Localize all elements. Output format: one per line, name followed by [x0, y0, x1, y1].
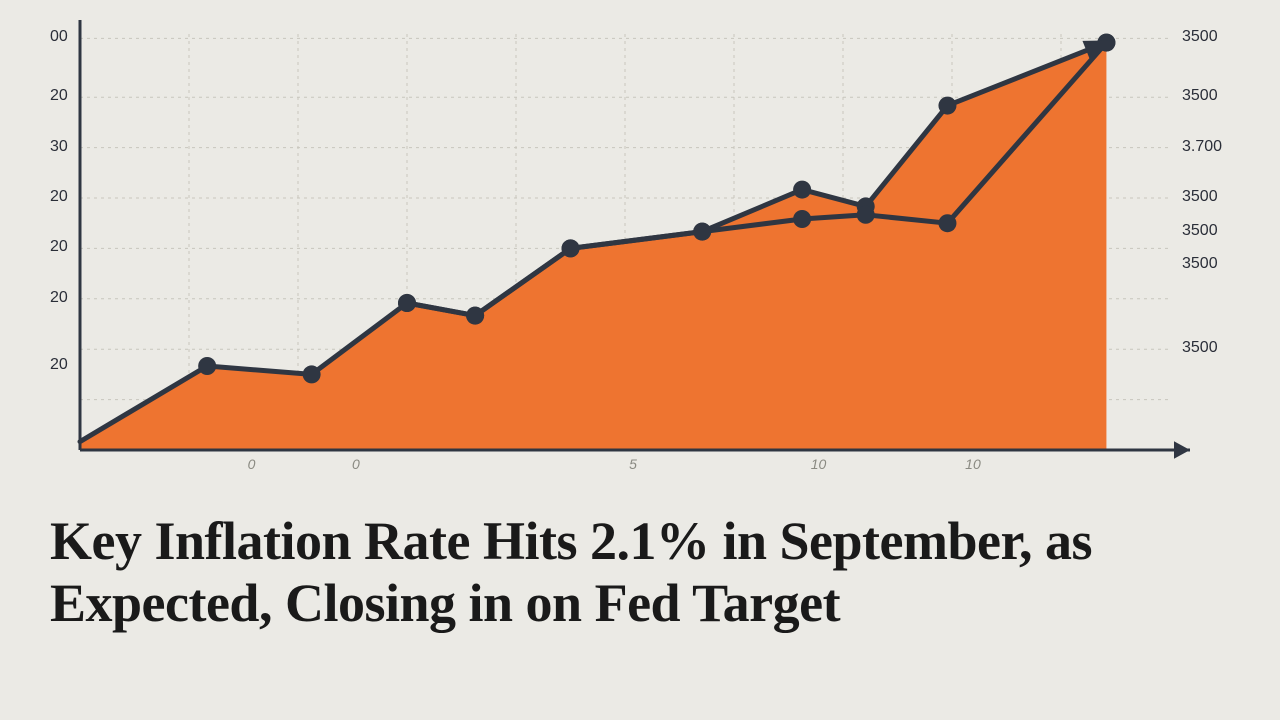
x-tick-label: 10	[965, 456, 981, 472]
infographic-container: 00203020202020 350035003.700350035003500…	[0, 0, 1280, 720]
y-right-tick-label: 3500	[1182, 87, 1218, 105]
y-left-tick-label: 00	[50, 28, 68, 46]
headline-text: Key Inflation Rate Hits 2.1% in Septembe…	[50, 510, 1230, 634]
y-left-tick-label: 30	[50, 138, 68, 156]
y-left-tick-label: 20	[50, 238, 68, 256]
y-right-tick-label: 3500	[1182, 188, 1218, 206]
y-left-tick-label: 20	[50, 356, 68, 374]
chart-area	[50, 20, 1230, 480]
y-right-tick-label: 3500	[1182, 222, 1218, 240]
y-right-tick-label: 3500	[1182, 28, 1218, 46]
y-right-tick-label: 3500	[1182, 339, 1218, 357]
x-tick-label: 5	[629, 456, 637, 472]
y-right-tick-label: 3.700	[1182, 138, 1222, 156]
y-left-tick-label: 20	[50, 289, 68, 307]
x-tick-label: 0	[352, 456, 360, 472]
x-tick-label: 0	[248, 456, 256, 472]
y-right-tick-label: 3500	[1182, 255, 1218, 273]
x-tick-label: 10	[811, 456, 827, 472]
y-left-tick-label: 20	[50, 87, 68, 105]
y-left-tick-label: 20	[50, 188, 68, 206]
chart-svg	[50, 20, 1230, 480]
